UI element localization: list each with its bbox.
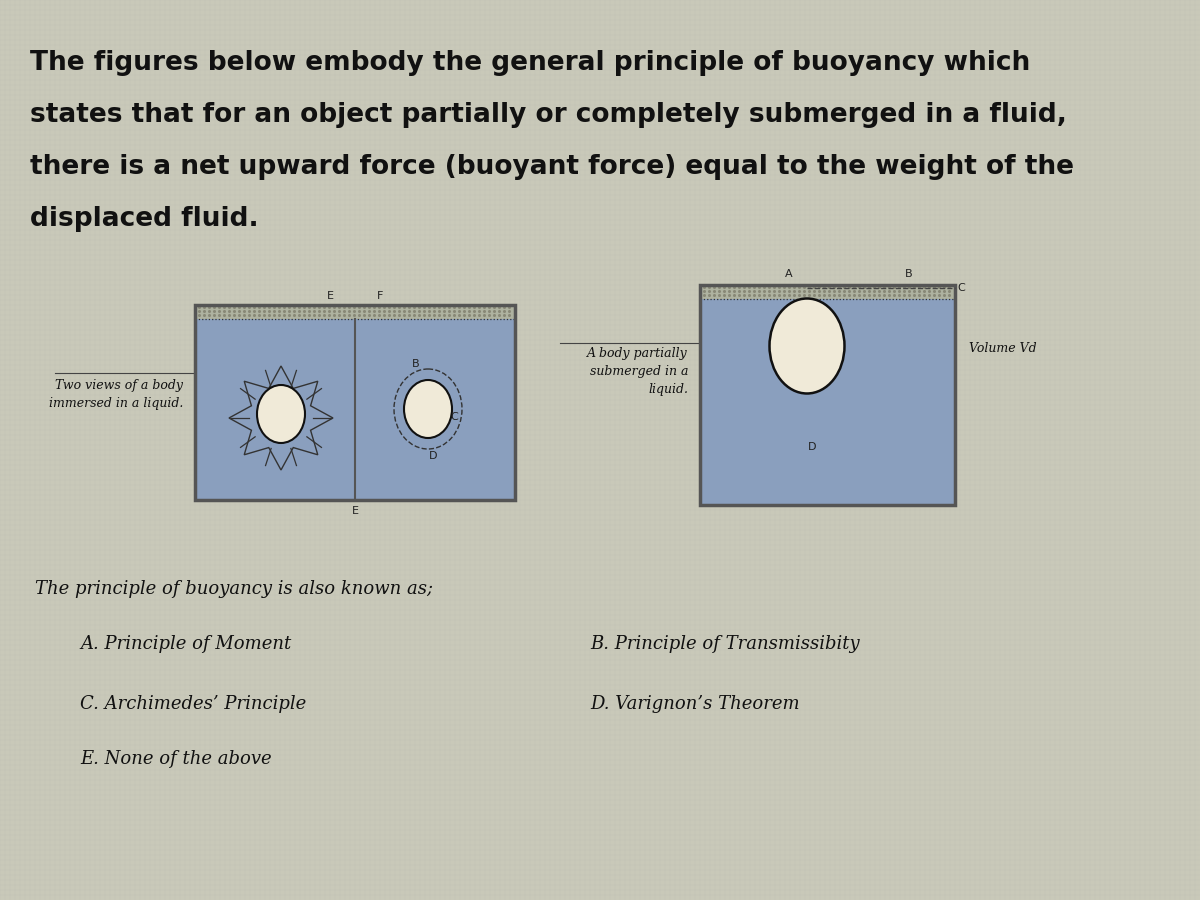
Ellipse shape [769, 299, 845, 393]
Text: E. None of the above: E. None of the above [80, 750, 271, 768]
Text: B: B [905, 269, 913, 279]
Bar [194, 305, 515, 500]
Text: B: B [412, 359, 420, 369]
Text: A body partially: A body partially [587, 346, 688, 360]
Bar [194, 305, 515, 319]
Text: Volume Vd: Volume Vd [970, 343, 1037, 356]
Text: B. Principle of Transmissibity: B. Principle of Transmissibity [590, 635, 859, 653]
Text: liquid.: liquid. [648, 382, 688, 396]
Text: C: C [450, 412, 458, 422]
Text: there is a net upward force (buoyant force) equal to the weight of the: there is a net upward force (buoyant for… [30, 154, 1074, 180]
Text: immersed in a liquid.: immersed in a liquid. [49, 397, 182, 410]
Text: D: D [808, 442, 816, 452]
Text: A: A [785, 269, 793, 279]
Text: The principle of buoyancy is also known as;: The principle of buoyancy is also known … [35, 580, 433, 598]
Text: E: E [326, 291, 334, 301]
Text: D. Varignon’s Theorem: D. Varignon’s Theorem [590, 695, 799, 713]
Text: A. Principle of Moment: A. Principle of Moment [80, 635, 292, 653]
Text: The figures below embody the general principle of buoyancy which: The figures below embody the general pri… [30, 50, 1031, 76]
Bar [700, 285, 955, 505]
Text: C. Archimedes’ Principle: C. Archimedes’ Principle [80, 695, 306, 713]
Ellipse shape [404, 380, 452, 438]
Bar [700, 285, 955, 505]
Text: C: C [958, 283, 965, 293]
Ellipse shape [257, 385, 305, 443]
Text: submerged in a: submerged in a [589, 364, 688, 378]
Bar [194, 305, 515, 500]
Text: Two views of a body: Two views of a body [55, 379, 182, 392]
Text: E: E [352, 506, 359, 516]
Bar [700, 285, 955, 299]
Text: F: F [377, 291, 383, 301]
Text: displaced fluid.: displaced fluid. [30, 206, 259, 232]
Text: D: D [428, 451, 437, 461]
Text: states that for an object partially or completely submerged in a fluid,: states that for an object partially or c… [30, 102, 1067, 128]
